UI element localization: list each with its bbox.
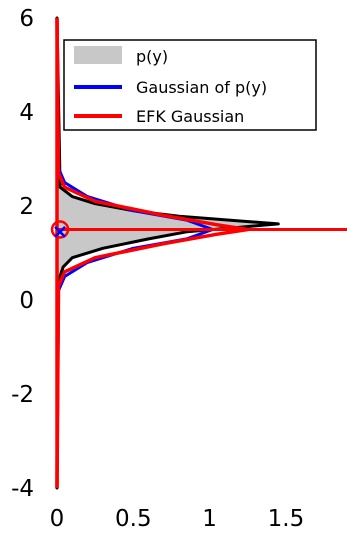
x-tick-label: 1 [202, 506, 217, 532]
x-tick-label: 0.5 [115, 506, 152, 532]
marker-true-mean [54, 225, 66, 238]
legend-label-p-y: p(y) [136, 47, 168, 66]
y-tick-label: 4 [19, 100, 34, 126]
marker-efk-mean [50, 220, 70, 239]
legend-swatch-p-y [74, 46, 122, 64]
x-axis-tick-labels: 0 0.5 1 1.5 [50, 506, 305, 532]
plot-area [50, 16, 347, 490]
x-tick-label: 1.5 [268, 506, 305, 532]
legend: p(y) Gaussian of p(y) EFK Gaussian [63, 39, 317, 131]
y-tick-label: -4 [11, 476, 34, 502]
y-tick-label: 6 [19, 6, 34, 32]
y-axis-tick-labels: -4 -2 0 2 4 6 [11, 6, 34, 502]
series-p-y-area [55, 16, 280, 490]
legend-label-gaussian: Gaussian of p(y) [136, 78, 267, 97]
y-tick-label: -2 [11, 382, 34, 408]
y-tick-label: 2 [19, 194, 34, 220]
legend-label-efk: EFK Gaussian [136, 107, 244, 126]
marker-x-stroke [54, 225, 66, 238]
x-tick-label: 0 [50, 506, 65, 532]
y-tick-label: 0 [19, 288, 34, 314]
